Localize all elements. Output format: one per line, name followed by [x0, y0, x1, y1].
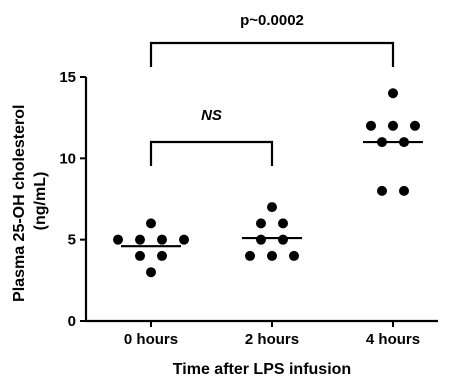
y-tick-label: 0	[68, 313, 76, 330]
significance-brackets: NS p~0.0002	[149, 12, 395, 166]
x-ticks: 0 hours 2 hours 4 hours	[124, 321, 420, 348]
x-tick-label: 4 hours	[366, 331, 420, 348]
y-tick-label: 5	[68, 232, 76, 249]
data-point	[179, 234, 189, 245]
x-tick-label: 0 hours	[124, 331, 178, 348]
significance-label: p~0.0002	[240, 12, 304, 29]
mean-lines	[121, 140, 423, 248]
data-point	[289, 250, 299, 261]
data-point	[256, 218, 266, 229]
data-point	[377, 137, 387, 148]
data-point	[245, 250, 255, 261]
data-point	[278, 234, 288, 245]
data-point	[388, 120, 398, 131]
x-axis-title: Time after LPS infusion	[173, 361, 351, 378]
y-tick-label: 10	[59, 150, 76, 167]
data-point	[146, 267, 156, 278]
significance-bracket	[149, 140, 274, 166]
data-point	[157, 234, 167, 245]
y-ticks: 0 5 10 15	[59, 69, 86, 330]
data-point	[113, 234, 123, 245]
data-point	[267, 250, 277, 261]
y-axis-title-line2: (ng/mL)	[32, 172, 49, 231]
data-point	[135, 250, 145, 261]
data-point	[146, 218, 156, 229]
significance-label: NS	[201, 107, 222, 124]
x-tick-label: 2 hours	[245, 331, 299, 348]
data-point	[399, 137, 409, 148]
axes	[84, 77, 438, 323]
data-point	[278, 218, 288, 229]
data-point	[410, 120, 420, 131]
data-point	[366, 120, 376, 131]
y-tick-label: 15	[59, 69, 76, 86]
y-axis-title: Plasma 25-OH cholesterol (ng/mL)	[11, 100, 49, 302]
significance-bracket	[149, 41, 395, 67]
data-point	[267, 202, 277, 213]
data-point	[135, 234, 145, 245]
data-point	[377, 185, 387, 196]
data-point	[399, 185, 409, 196]
data-point	[256, 234, 266, 245]
data-point	[157, 250, 167, 261]
data-point	[388, 88, 398, 99]
y-axis-title-line1: Plasma 25-OH cholesterol	[11, 105, 28, 302]
data-points	[113, 88, 420, 278]
